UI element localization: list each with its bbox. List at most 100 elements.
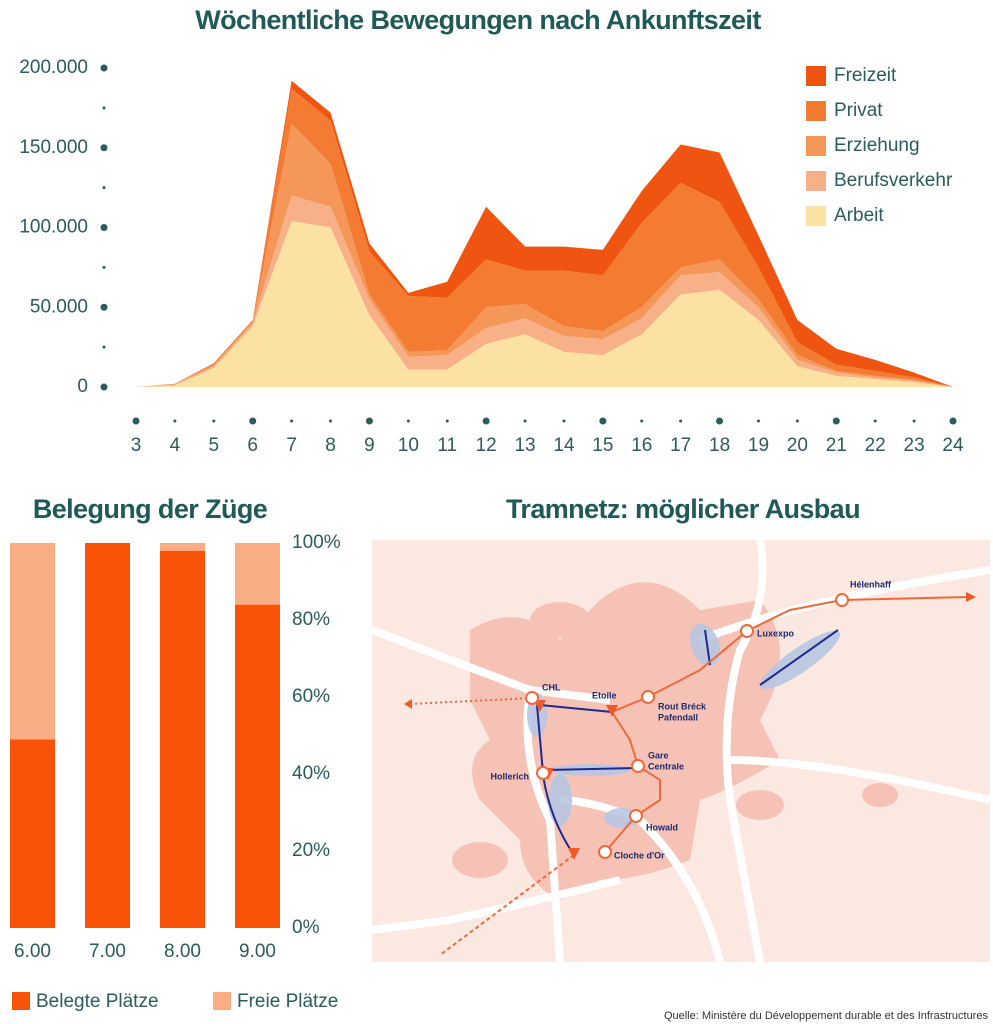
x-tick-dot	[523, 419, 527, 423]
y-tick-label: 50.000	[30, 296, 88, 317]
x-tick-label: 9	[364, 435, 375, 456]
station-label: Rout Bréck	[658, 701, 707, 711]
y-tick-label: 150.000	[19, 137, 88, 158]
legend-swatch	[12, 992, 30, 1010]
x-tick-dot	[445, 419, 449, 423]
x-tick-label: 19	[748, 435, 769, 456]
station-label: Hélenhaff	[850, 579, 892, 589]
bar-segment	[85, 543, 130, 928]
x-tick-label: 7	[286, 435, 297, 456]
legend-swatch	[806, 206, 826, 226]
x-tick-dot	[212, 419, 216, 423]
x-tick-dot	[599, 417, 607, 425]
bar-segment	[10, 739, 55, 928]
x-tick-label: 8	[325, 435, 336, 456]
x-tick-dot	[329, 419, 333, 423]
x-tick-label: 9.00	[239, 941, 276, 962]
chart-title: Wöchentliche Bewegungen nach Ankunftszei…	[195, 5, 761, 35]
x-tick-label: 4	[170, 435, 181, 456]
legend-label: Freie Plätze	[237, 991, 338, 1012]
x-tick-dot	[795, 419, 799, 423]
legend-swatch	[806, 66, 826, 86]
bar-segment	[235, 543, 280, 605]
x-tick-dot	[290, 419, 294, 423]
x-tick-label: 7.00	[89, 941, 126, 962]
y-tick-label: 80%	[292, 609, 330, 630]
x-tick-label: 6	[247, 435, 258, 456]
x-tick-label: 10	[398, 435, 419, 456]
x-tick-label: 12	[476, 435, 497, 456]
station-label: Hollerich	[490, 771, 529, 781]
x-tick-dot	[640, 419, 644, 423]
legend-swatch	[806, 136, 826, 156]
x-tick-dot	[832, 417, 840, 425]
x-tick-dot	[679, 419, 683, 423]
y-minor-dot	[102, 265, 106, 269]
chart-title: Belegung der Züge	[33, 494, 268, 524]
x-tick-dot	[406, 419, 410, 423]
y-minor-dot	[102, 345, 106, 349]
y-tick-dot	[100, 224, 108, 231]
map: Hélenhaff Luxexpo CHL Etoile Rout BréckPafen…	[370, 539, 991, 963]
x-tick-dot	[873, 419, 877, 423]
station-label: Cloche d'Or	[614, 850, 665, 860]
x-tick-label: 24	[942, 435, 964, 456]
area	[136, 195, 953, 387]
y-tick-label: 100.000	[19, 217, 88, 238]
x-tick-label: 15	[592, 435, 613, 456]
x-tick-dot	[949, 417, 957, 425]
x-tick-label: 22	[865, 435, 886, 456]
x-tick-dot	[756, 419, 760, 423]
y-tick-dot	[100, 64, 108, 72]
x-tick-dot	[562, 419, 566, 423]
y-tick-label: 40%	[292, 763, 330, 784]
station-label: Centrale	[648, 761, 684, 771]
legend-label: Berufsverkehr	[834, 170, 953, 191]
legend-label: Erziehung	[834, 135, 920, 156]
x-tick-label: 16	[631, 435, 652, 456]
station-label: Luxexpo	[757, 628, 795, 638]
x-tick-label: 18	[709, 435, 730, 456]
x-tick-label: 3	[131, 435, 142, 456]
legend-label: Arbeit	[834, 205, 884, 226]
bar-segment	[160, 543, 205, 551]
bar-segment	[235, 604, 280, 928]
legend-swatch	[806, 101, 826, 121]
x-tick-label: 17	[670, 435, 691, 456]
station-label: Howald	[646, 822, 678, 832]
x-tick-label: 11	[437, 435, 457, 456]
x-tick-dot	[716, 417, 724, 425]
legend-label: Belegte Plätze	[36, 991, 159, 1012]
x-tick-dot	[249, 417, 257, 425]
x-tick-label: 5	[209, 435, 220, 456]
x-tick-dot	[912, 419, 916, 423]
y-tick-dot	[100, 303, 108, 311]
map-title: Tramnetz: möglicher Ausbau	[506, 494, 860, 524]
legend-swatch	[806, 171, 826, 191]
source: Quelle: Ministère du Développement durab…	[664, 1010, 989, 1022]
station-label: Pafendall	[658, 712, 698, 722]
legend-label: Privat	[834, 100, 883, 121]
x-tick-label: 13	[514, 435, 535, 456]
y-tick-label: 200.000	[19, 57, 88, 78]
x-tick-dot	[132, 417, 140, 425]
bar-segment	[160, 550, 205, 928]
y-minor-dot	[102, 106, 106, 110]
station-label: CHL	[542, 682, 561, 692]
x-tick-label: 21	[826, 435, 847, 456]
y-minor-dot	[102, 186, 106, 190]
y-tick-label: 100%	[292, 532, 341, 553]
x-tick-label: 20	[787, 435, 808, 456]
bar-segment	[10, 543, 55, 740]
x-tick-dot	[365, 417, 373, 425]
y-tick-dot	[100, 144, 108, 152]
y-tick-label: 0%	[292, 917, 320, 938]
x-tick-label: 23	[904, 435, 925, 456]
x-tick-label: 14	[553, 435, 575, 456]
y-tick-dot	[100, 383, 108, 391]
legend-swatch	[213, 992, 231, 1010]
station-label: Gare	[648, 750, 669, 760]
area	[136, 123, 953, 387]
area	[136, 221, 953, 387]
